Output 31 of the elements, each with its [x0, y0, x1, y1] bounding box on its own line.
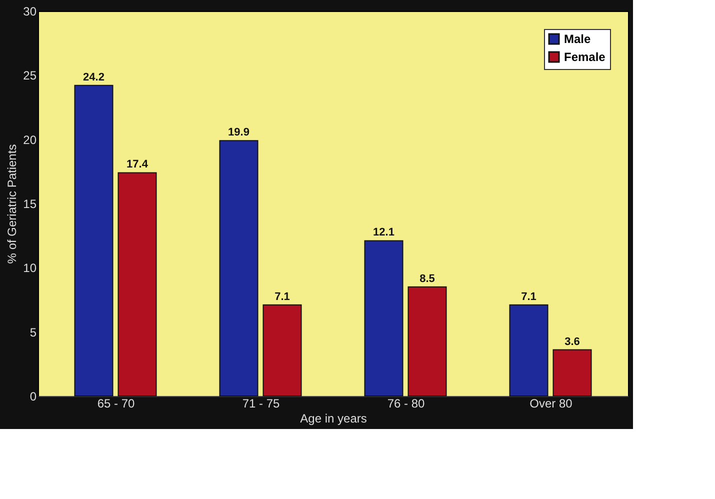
- x-tick-label: Over 80: [530, 396, 573, 410]
- x-tick-label: 65 - 70: [97, 396, 136, 410]
- bar: [552, 349, 592, 396]
- data-label: 19.9: [228, 126, 250, 139]
- bar: [118, 172, 157, 396]
- x-axis-title: Age in years: [300, 412, 367, 426]
- legend-label: Female: [564, 50, 606, 64]
- bar: [408, 286, 447, 396]
- y-tick-label: 25: [23, 68, 37, 83]
- data-label: 17.4: [126, 158, 149, 171]
- bar: [74, 84, 114, 396]
- y-axis-title: % of Geriatric Patients: [5, 144, 20, 264]
- y-tick-label: 30: [23, 4, 37, 18]
- y-tick-label: 15: [23, 197, 37, 211]
- bar: [219, 140, 258, 396]
- y-tick-label: 5: [30, 325, 37, 340]
- bar: [262, 304, 302, 396]
- data-label: 12.1: [373, 226, 394, 239]
- legend-label: Male: [564, 32, 592, 46]
- y-tick-label: 20: [23, 132, 37, 147]
- data-label: 8.5: [420, 272, 435, 285]
- data-label: 3.6: [564, 336, 580, 348]
- bar: [364, 240, 404, 396]
- data-label: 7.1: [274, 290, 290, 303]
- bar: [509, 304, 548, 396]
- x-tick-label: 76 - 80: [387, 396, 426, 410]
- data-label: 24.2: [83, 71, 104, 84]
- y-tick-label: 10: [23, 261, 37, 276]
- x-tick-label: 71 - 75: [242, 396, 280, 410]
- y-tick-label: 0: [30, 390, 37, 404]
- data-label: 7.1: [521, 290, 536, 303]
